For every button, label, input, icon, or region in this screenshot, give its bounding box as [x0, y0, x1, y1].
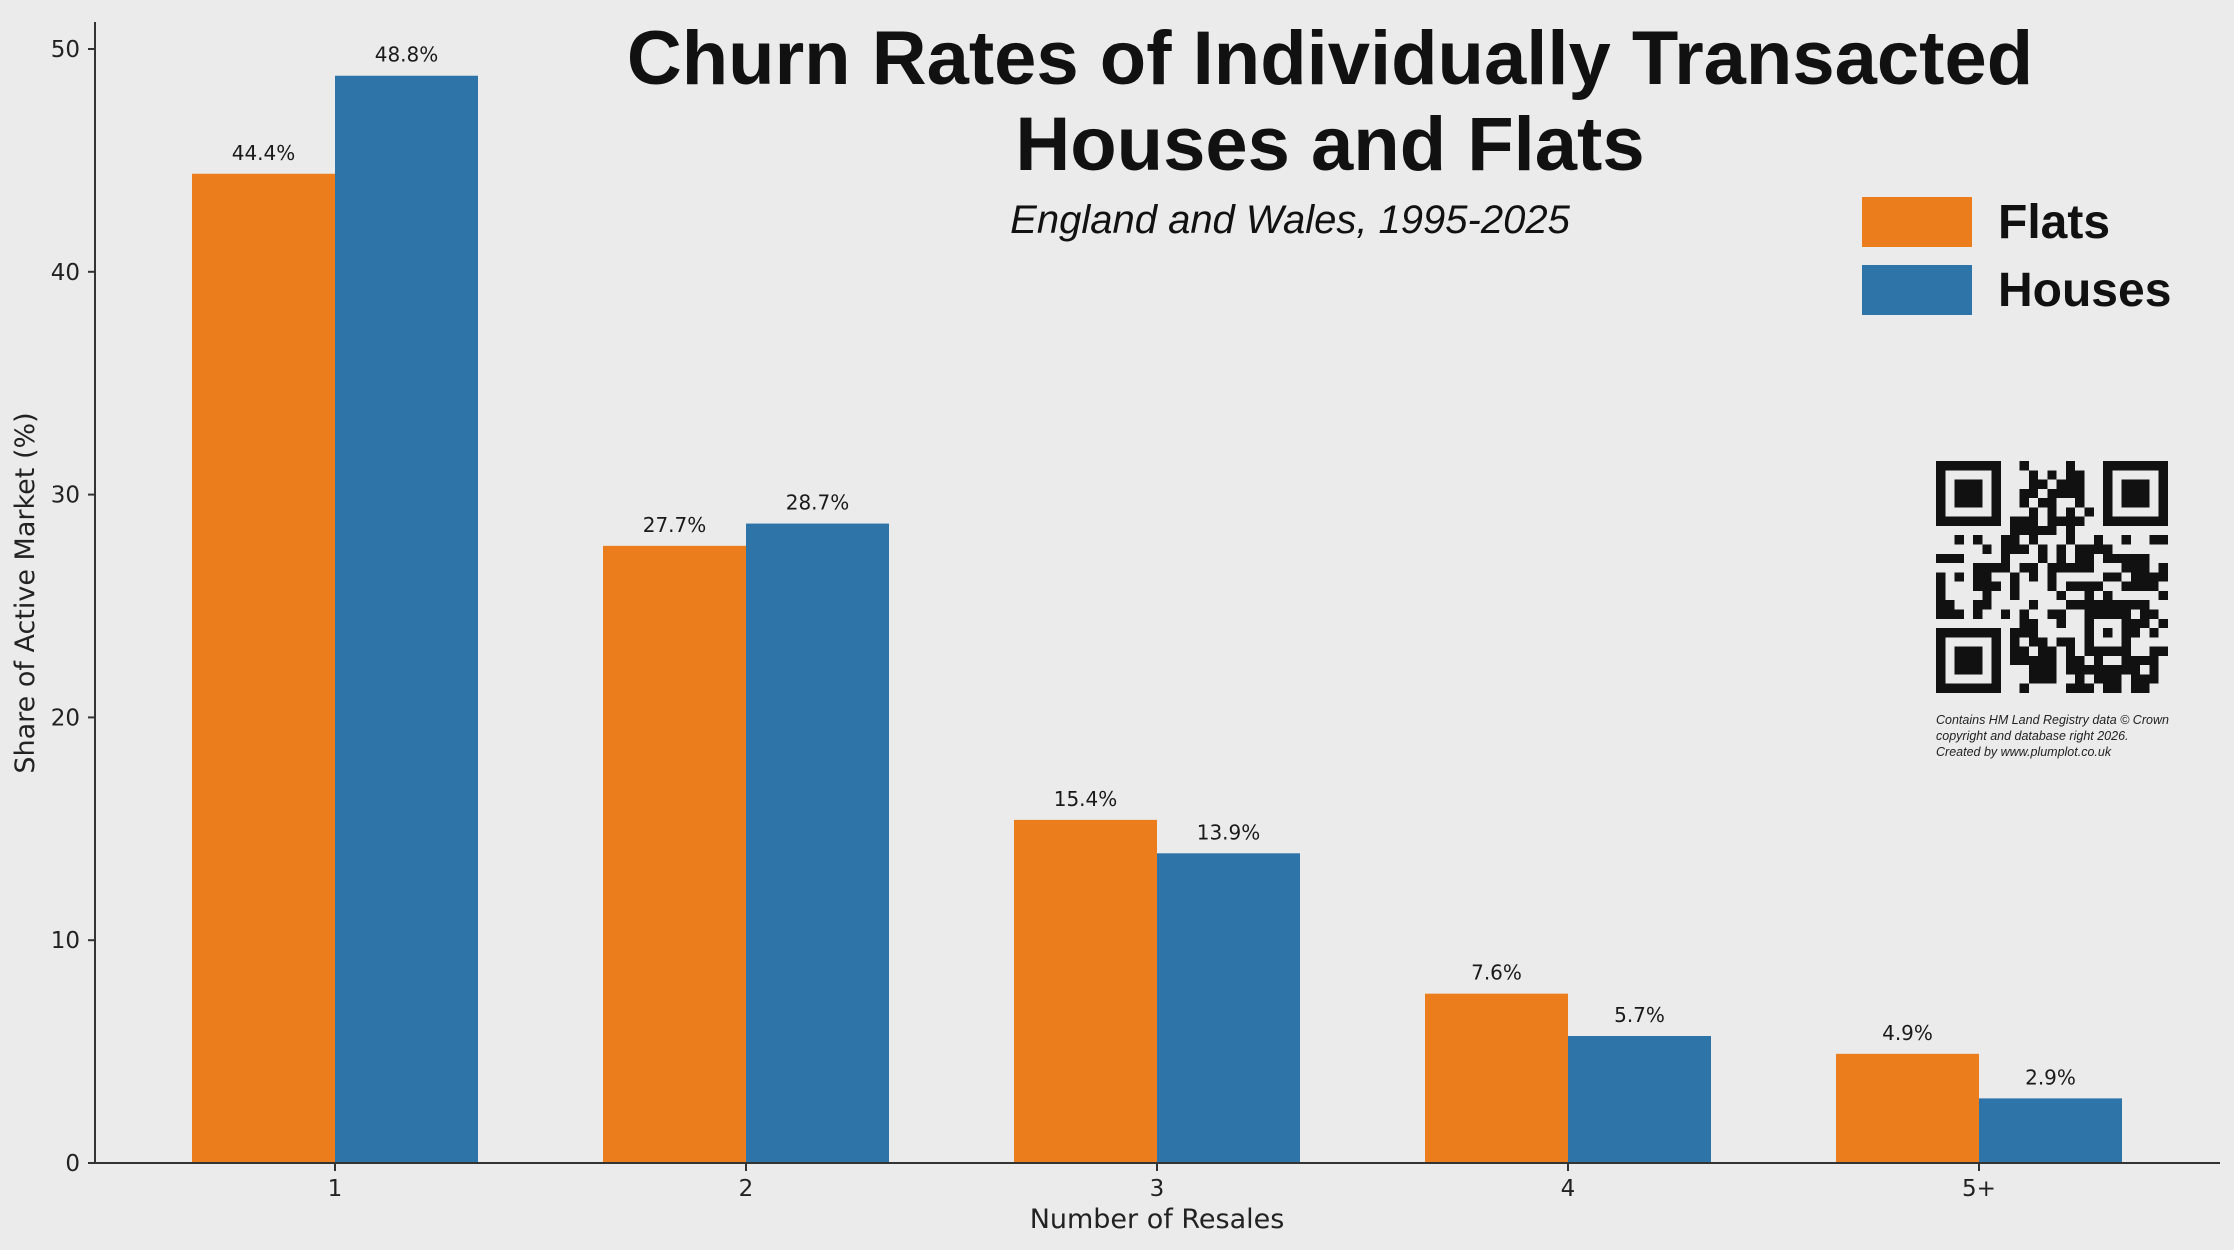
y-tick-label: 30 — [51, 483, 80, 509]
x-axis-ticks: 1 2 3 4 5+ — [328, 1163, 1996, 1202]
y-axis-label: Share of Active Market (%) — [10, 412, 41, 773]
value-label: 5.7% — [1614, 1003, 1665, 1027]
bar-houses-3 — [1157, 853, 1300, 1163]
value-label: 4.9% — [1882, 1021, 1933, 1045]
bar-flats-3 — [1014, 819, 1157, 1163]
bar-houses-1 — [335, 75, 478, 1164]
credit-line-1: Contains HM Land Registry data © Crown — [1936, 713, 2169, 727]
legend: Flats Houses — [1862, 188, 2171, 324]
y-tick-label: 40 — [51, 260, 80, 286]
x-tick-label: 2 — [739, 1176, 754, 1202]
bar-houses-4 — [1568, 1036, 1711, 1163]
bar-flats-5+ — [1836, 1053, 1979, 1163]
value-label: 48.8% — [375, 43, 439, 67]
legend-swatch-houses — [1862, 265, 1972, 315]
legend-label-houses: Houses — [1998, 263, 2172, 317]
bar-flats-1 — [192, 173, 335, 1163]
legend-item-houses: Houses — [1862, 256, 2171, 324]
value-label: 13.9% — [1197, 820, 1261, 844]
bar-houses-5+ — [1979, 1098, 2122, 1163]
value-label: 2.9% — [2025, 1065, 2076, 1089]
x-tick-label: 5+ — [1962, 1176, 1996, 1202]
x-axis-label: Number of Resales — [1030, 1204, 1285, 1235]
data-credit: Contains HM Land Registry data © Crown c… — [1936, 712, 2196, 760]
credit-line-2: copyright and database right 2026. — [1936, 729, 2129, 743]
value-label: 28.7% — [786, 491, 850, 515]
bars-group — [192, 75, 2122, 1164]
y-tick-label: 50 — [51, 37, 80, 63]
value-label: 27.7% — [643, 513, 707, 537]
legend-item-flats: Flats — [1862, 188, 2171, 256]
value-label: 7.6% — [1471, 961, 1522, 985]
y-tick-label: 10 — [51, 928, 80, 954]
x-tick-label: 3 — [1150, 1176, 1165, 1202]
y-tick-label: 20 — [51, 705, 80, 731]
title-line-2: Houses and Flats — [1015, 102, 1645, 187]
bar-flats-2 — [603, 545, 746, 1163]
value-labels: 44.4% 48.8% 27.7% 28.7% 15.4% 13.9% 7.6% 5.7% 4.… — [232, 43, 2076, 1090]
bar-houses-2 — [746, 523, 889, 1163]
value-label: 15.4% — [1054, 787, 1118, 811]
y-tick-label: 0 — [65, 1151, 80, 1177]
title-line-1: Churn Rates of Individually Transacted — [626, 16, 2034, 101]
x-tick-label: 1 — [328, 1176, 343, 1202]
value-label: 44.4% — [232, 141, 296, 165]
credit-line-3: Created by www.plumplot.co.uk — [1936, 745, 2112, 759]
chart-subtitle: England and Wales, 1995-2025 — [1010, 198, 1570, 242]
qr-code-icon — [1936, 461, 2168, 693]
bar-flats-4 — [1425, 993, 1568, 1163]
chart-title: Churn Rates of Individually Transacted H… — [560, 16, 2100, 188]
y-axis-ticks: 0 10 20 30 40 50 — [51, 37, 95, 1177]
legend-label-flats: Flats — [1998, 195, 2111, 249]
x-tick-label: 4 — [1561, 1176, 1576, 1202]
legend-swatch-flats — [1862, 197, 1972, 247]
